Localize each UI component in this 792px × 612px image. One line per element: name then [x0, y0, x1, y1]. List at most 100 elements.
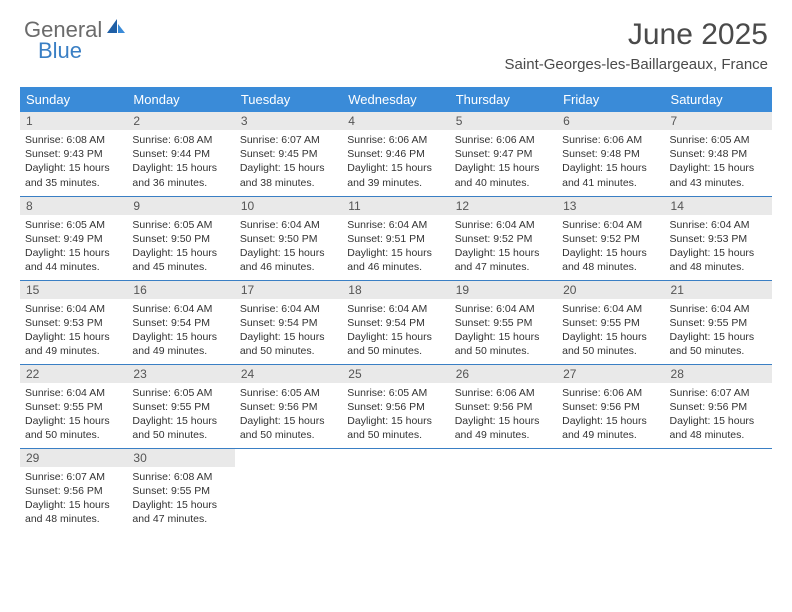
daylight-line: Daylight: 15 hours and 50 minutes.: [455, 330, 552, 358]
day-info: Sunrise: 6:04 AMSunset: 9:55 PMDaylight:…: [557, 299, 664, 363]
day-number: 26: [450, 365, 557, 383]
day-info: Sunrise: 6:07 AMSunset: 9:56 PMDaylight:…: [20, 467, 127, 531]
sunset-line: Sunset: 9:56 PM: [670, 400, 767, 414]
sunrise-line: Sunrise: 6:05 AM: [670, 133, 767, 147]
daylight-line: Daylight: 15 hours and 46 minutes.: [240, 246, 337, 274]
day-header: Tuesday: [235, 87, 342, 112]
day-number: 7: [665, 112, 772, 130]
day-info: Sunrise: 6:06 AMSunset: 9:56 PMDaylight:…: [450, 383, 557, 447]
page-header: General Blue June 2025 Saint-Georges-les…: [0, 0, 792, 79]
page-title: June 2025: [505, 18, 768, 52]
calendar-cell: 23Sunrise: 6:05 AMSunset: 9:55 PMDayligh…: [127, 364, 234, 448]
day-info: Sunrise: 6:08 AMSunset: 9:43 PMDaylight:…: [20, 130, 127, 194]
day-info: Sunrise: 6:04 AMSunset: 9:55 PMDaylight:…: [450, 299, 557, 363]
sunrise-line: Sunrise: 6:05 AM: [347, 386, 444, 400]
sunset-line: Sunset: 9:52 PM: [455, 232, 552, 246]
day-header: Saturday: [665, 87, 772, 112]
day-number: 3: [235, 112, 342, 130]
sunset-line: Sunset: 9:55 PM: [25, 400, 122, 414]
calendar-cell: 16Sunrise: 6:04 AMSunset: 9:54 PMDayligh…: [127, 280, 234, 364]
day-info: Sunrise: 6:04 AMSunset: 9:54 PMDaylight:…: [235, 299, 342, 363]
calendar-cell: 12Sunrise: 6:04 AMSunset: 9:52 PMDayligh…: [450, 196, 557, 280]
title-block: June 2025 Saint-Georges-les-Baillargeaux…: [505, 18, 768, 73]
calendar-cell: 6Sunrise: 6:06 AMSunset: 9:48 PMDaylight…: [557, 112, 664, 196]
day-number: 20: [557, 281, 664, 299]
daylight-line: Daylight: 15 hours and 50 minutes.: [347, 414, 444, 442]
calendar-cell: 22Sunrise: 6:04 AMSunset: 9:55 PMDayligh…: [20, 364, 127, 448]
sunrise-line: Sunrise: 6:08 AM: [132, 133, 229, 147]
sunrise-line: Sunrise: 6:04 AM: [347, 218, 444, 232]
sunrise-line: Sunrise: 6:06 AM: [455, 133, 552, 147]
sunset-line: Sunset: 9:55 PM: [455, 316, 552, 330]
sunset-line: Sunset: 9:51 PM: [347, 232, 444, 246]
sunrise-line: Sunrise: 6:07 AM: [240, 133, 337, 147]
logo-text-blue: Blue: [38, 40, 82, 62]
sunset-line: Sunset: 9:44 PM: [132, 147, 229, 161]
day-number: 1: [20, 112, 127, 130]
calendar-week: 15Sunrise: 6:04 AMSunset: 9:53 PMDayligh…: [20, 280, 772, 364]
sunset-line: Sunset: 9:52 PM: [562, 232, 659, 246]
calendar-cell: 14Sunrise: 6:04 AMSunset: 9:53 PMDayligh…: [665, 196, 772, 280]
calendar-week: 1Sunrise: 6:08 AMSunset: 9:43 PMDaylight…: [20, 112, 772, 196]
calendar-cell: 11Sunrise: 6:04 AMSunset: 9:51 PMDayligh…: [342, 196, 449, 280]
sunrise-line: Sunrise: 6:04 AM: [670, 218, 767, 232]
daylight-line: Daylight: 15 hours and 48 minutes.: [562, 246, 659, 274]
calendar-cell: 28Sunrise: 6:07 AMSunset: 9:56 PMDayligh…: [665, 364, 772, 448]
sunrise-line: Sunrise: 6:06 AM: [455, 386, 552, 400]
page-subtitle: Saint-Georges-les-Baillargeaux, France: [505, 56, 768, 73]
sunset-line: Sunset: 9:55 PM: [132, 484, 229, 498]
calendar-cell: 7Sunrise: 6:05 AMSunset: 9:48 PMDaylight…: [665, 112, 772, 196]
calendar-cell: 20Sunrise: 6:04 AMSunset: 9:55 PMDayligh…: [557, 280, 664, 364]
daylight-line: Daylight: 15 hours and 46 minutes.: [347, 246, 444, 274]
day-number: 15: [20, 281, 127, 299]
day-info: Sunrise: 6:04 AMSunset: 9:50 PMDaylight:…: [235, 215, 342, 279]
day-number: 23: [127, 365, 234, 383]
sunset-line: Sunset: 9:55 PM: [670, 316, 767, 330]
calendar-cell: 26Sunrise: 6:06 AMSunset: 9:56 PMDayligh…: [450, 364, 557, 448]
calendar-cell: 8Sunrise: 6:05 AMSunset: 9:49 PMDaylight…: [20, 196, 127, 280]
day-info: Sunrise: 6:04 AMSunset: 9:53 PMDaylight:…: [665, 215, 772, 279]
daylight-line: Daylight: 15 hours and 50 minutes.: [670, 330, 767, 358]
day-number: 30: [127, 449, 234, 467]
daylight-line: Daylight: 15 hours and 47 minutes.: [132, 498, 229, 526]
daylight-line: Daylight: 15 hours and 49 minutes.: [455, 414, 552, 442]
day-number: 16: [127, 281, 234, 299]
sunrise-line: Sunrise: 6:07 AM: [25, 470, 122, 484]
day-info: Sunrise: 6:04 AMSunset: 9:51 PMDaylight:…: [342, 215, 449, 279]
day-number: 5: [450, 112, 557, 130]
day-number: 10: [235, 197, 342, 215]
daylight-line: Daylight: 15 hours and 50 minutes.: [347, 330, 444, 358]
sunrise-line: Sunrise: 6:05 AM: [132, 386, 229, 400]
calendar-cell: 27Sunrise: 6:06 AMSunset: 9:56 PMDayligh…: [557, 364, 664, 448]
sunrise-line: Sunrise: 6:08 AM: [25, 133, 122, 147]
daylight-line: Daylight: 15 hours and 38 minutes.: [240, 161, 337, 189]
sunrise-line: Sunrise: 6:05 AM: [132, 218, 229, 232]
day-number: 8: [20, 197, 127, 215]
daylight-line: Daylight: 15 hours and 43 minutes.: [670, 161, 767, 189]
day-info: Sunrise: 6:04 AMSunset: 9:55 PMDaylight:…: [20, 383, 127, 447]
day-info: Sunrise: 6:07 AMSunset: 9:56 PMDaylight:…: [665, 383, 772, 447]
calendar-week: 29Sunrise: 6:07 AMSunset: 9:56 PMDayligh…: [20, 448, 772, 532]
calendar-cell: 25Sunrise: 6:05 AMSunset: 9:56 PMDayligh…: [342, 364, 449, 448]
day-number: 17: [235, 281, 342, 299]
daylight-line: Daylight: 15 hours and 50 minutes.: [240, 330, 337, 358]
daylight-line: Daylight: 15 hours and 50 minutes.: [132, 414, 229, 442]
daylight-line: Daylight: 15 hours and 48 minutes.: [670, 414, 767, 442]
daylight-line: Daylight: 15 hours and 36 minutes.: [132, 161, 229, 189]
calendar-cell: 30Sunrise: 6:08 AMSunset: 9:55 PMDayligh…: [127, 448, 234, 532]
sunrise-line: Sunrise: 6:04 AM: [670, 302, 767, 316]
sunset-line: Sunset: 9:46 PM: [347, 147, 444, 161]
day-number: 29: [20, 449, 127, 467]
sunset-line: Sunset: 9:48 PM: [562, 147, 659, 161]
calendar-cell: [235, 448, 342, 532]
sunset-line: Sunset: 9:56 PM: [562, 400, 659, 414]
day-number: 12: [450, 197, 557, 215]
sunrise-line: Sunrise: 6:06 AM: [347, 133, 444, 147]
day-number: 6: [557, 112, 664, 130]
calendar-cell: 3Sunrise: 6:07 AMSunset: 9:45 PMDaylight…: [235, 112, 342, 196]
day-number: 24: [235, 365, 342, 383]
sunset-line: Sunset: 9:56 PM: [455, 400, 552, 414]
day-info: Sunrise: 6:04 AMSunset: 9:54 PMDaylight:…: [342, 299, 449, 363]
day-info: Sunrise: 6:04 AMSunset: 9:53 PMDaylight:…: [20, 299, 127, 363]
sunset-line: Sunset: 9:56 PM: [240, 400, 337, 414]
